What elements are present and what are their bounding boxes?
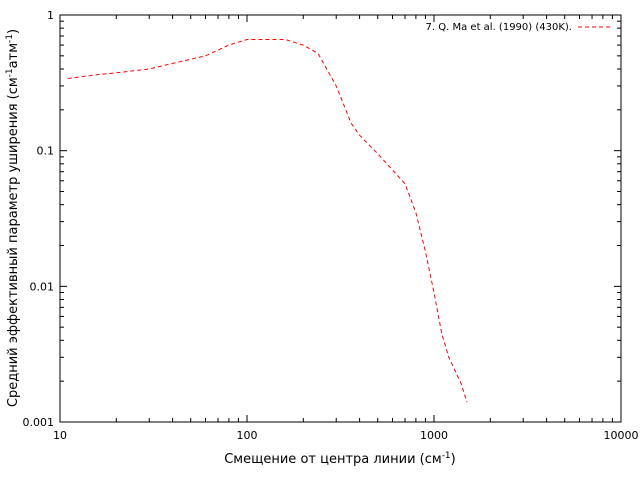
x-tick-label: 1000 xyxy=(420,429,448,442)
x-tick-label: 10 xyxy=(53,429,67,442)
x-axis-title-main: Смещение от центра линии (см xyxy=(224,452,441,467)
legend: 7. Q. Ma et al. (1990) (430K). xyxy=(426,22,612,33)
y-axis-title: Средний эффективный параметр уширения (с… xyxy=(5,29,21,407)
y-tick-label: 0.1 xyxy=(37,145,55,158)
legend-label: 7. Q. Ma et al. (1990) (430K). xyxy=(426,22,572,33)
y-tick-label: 1 xyxy=(47,9,54,22)
plot-frame xyxy=(59,14,622,423)
y-axis-title-end: ) xyxy=(6,29,21,34)
x-tick-label: 10000 xyxy=(604,429,639,442)
y-tick-label: 0.01 xyxy=(30,280,55,293)
x-tick-label: 100 xyxy=(237,429,258,442)
series-layer xyxy=(67,38,468,403)
tick-marks xyxy=(59,14,622,423)
y-axis-title-main: Средний эффективный параметр уширения (с… xyxy=(6,77,21,407)
x-axis-title-sup: -1 xyxy=(442,451,451,461)
tick-labels: 10 100 1000 10000 0.001 0.01 0.1 1 xyxy=(23,9,639,442)
x-axis-title: Смещение от центра линии (см-1) xyxy=(224,451,456,467)
y-axis-title-mid: атм xyxy=(6,43,21,68)
x-axis-title-end: ) xyxy=(451,452,456,467)
series-line xyxy=(67,38,468,403)
y-tick-label: 0.001 xyxy=(23,416,55,429)
y-axis-title-sup1: -1 xyxy=(5,68,15,77)
y-axis-title-sup2: -1 xyxy=(5,34,15,43)
